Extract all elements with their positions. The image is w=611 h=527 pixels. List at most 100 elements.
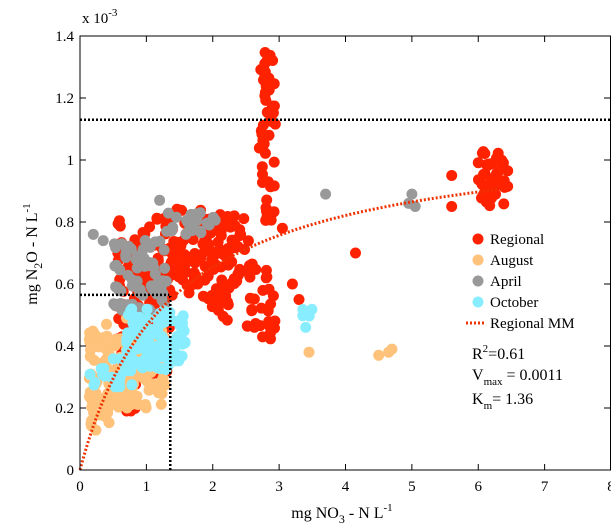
point-regional [235, 228, 247, 240]
point-regional [112, 218, 124, 230]
legend-marker-april [472, 275, 484, 287]
point-regional [446, 170, 458, 181]
point-april [149, 236, 161, 248]
point-april [160, 275, 172, 287]
point-august [373, 349, 385, 361]
stat-km: Km= 1.36 [472, 391, 533, 412]
data-points [83, 47, 514, 436]
point-august [101, 330, 113, 342]
point-regional [179, 259, 191, 271]
point-october [153, 311, 165, 323]
point-regional [269, 118, 281, 130]
point-regional [490, 180, 502, 191]
point-april [158, 244, 170, 256]
y-tick-label: 0 [67, 463, 75, 479]
point-regional [286, 278, 298, 290]
point-april [154, 194, 166, 206]
x-tick-label: 3 [275, 479, 283, 495]
point-regional [246, 305, 258, 317]
y-tick-label: 1.2 [55, 91, 74, 107]
point-august [386, 343, 398, 355]
y-tick-label: 0.2 [55, 401, 74, 417]
point-regional [167, 265, 179, 277]
point-august [303, 346, 315, 358]
point-october [142, 348, 154, 360]
point-august [156, 388, 168, 400]
point-october [179, 337, 191, 349]
point-regional [259, 47, 271, 58]
point-regional [242, 235, 254, 247]
point-regional [262, 176, 274, 188]
point-april [122, 269, 134, 281]
point-august [87, 325, 99, 337]
point-august [125, 399, 137, 411]
point-regional [293, 294, 305, 305]
point-regional [187, 278, 199, 290]
legend-label-regional: Regional [490, 232, 544, 248]
point-regional [244, 271, 256, 283]
point-october [88, 379, 100, 391]
point-regional [151, 212, 163, 224]
point-regional [212, 236, 224, 248]
point-april [131, 262, 143, 274]
y-tick-label: 1 [67, 153, 75, 169]
fit-curve-regional-mm [78, 188, 499, 471]
point-october [136, 361, 147, 373]
point-regional [217, 284, 229, 296]
point-regional [226, 256, 238, 268]
point-april [406, 188, 418, 200]
point-regional [169, 244, 181, 256]
series-april [87, 188, 421, 327]
point-regional [265, 214, 277, 226]
point-regional [229, 220, 241, 231]
legend-marker-august [472, 254, 484, 266]
point-april [137, 243, 149, 255]
point-regional [260, 94, 272, 106]
point-april [170, 211, 182, 223]
y-axis-exponent: x 10-3 [82, 7, 118, 27]
point-regional [205, 245, 217, 257]
stat-r2: R2=0.61 [472, 343, 525, 363]
point-regional [220, 245, 232, 257]
x-tick-label: 7 [541, 479, 549, 495]
point-regional [248, 293, 260, 305]
point-october [170, 355, 182, 367]
point-april [147, 257, 159, 269]
y-tick-label: 0.6 [55, 277, 74, 293]
point-regional [216, 293, 228, 304]
point-regional [222, 211, 234, 222]
point-regional [238, 213, 250, 225]
axis-ticks: 0 1 2 3 4 5 6 7 8 0 0.2 0.4 0.6 0.8 1 1.2 1.4 [55, 29, 611, 495]
point-regional [267, 290, 279, 302]
point-regional [242, 320, 253, 332]
point-october [173, 316, 185, 328]
x-tick-label: 4 [342, 479, 350, 495]
point-regional [472, 157, 484, 169]
point-august [101, 318, 112, 330]
fit-statistics: R2=0.61 Vmax = 0.0011 Km= 1.36 [472, 343, 563, 412]
x-tick-label: 5 [408, 479, 416, 495]
point-april [87, 228, 99, 240]
point-october [121, 337, 133, 348]
point-april [190, 208, 202, 220]
point-april [134, 287, 146, 299]
point-regional [276, 222, 288, 234]
point-regional [260, 272, 272, 284]
point-regional [264, 327, 276, 339]
point-april [120, 249, 132, 261]
point-october [109, 381, 121, 393]
point-october [121, 345, 133, 357]
x-tick-label: 1 [143, 479, 151, 495]
point-regional [179, 249, 191, 261]
point-april [139, 235, 151, 246]
point-october [134, 311, 145, 323]
y-tick-label: 0.4 [55, 339, 74, 355]
point-regional [228, 273, 240, 285]
point-october [114, 353, 126, 365]
point-august [156, 374, 168, 386]
y-tick-label: 1.4 [55, 29, 74, 45]
point-april [320, 188, 332, 200]
series-october [84, 303, 318, 393]
point-october [126, 379, 138, 391]
